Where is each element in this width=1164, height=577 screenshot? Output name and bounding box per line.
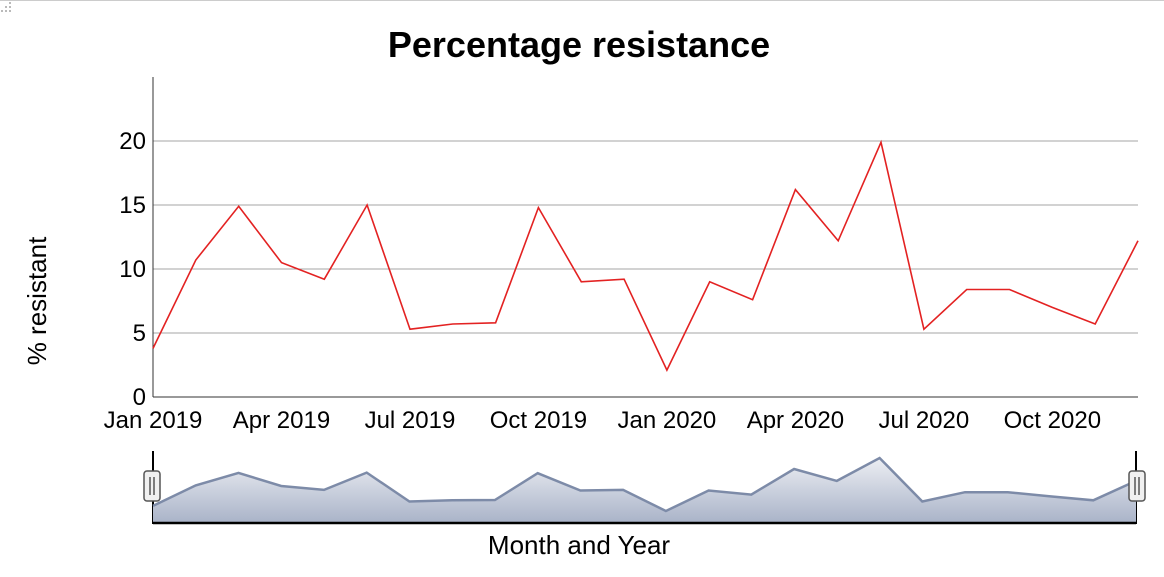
data-point[interactable] <box>832 235 844 247</box>
data-point[interactable] <box>961 283 973 295</box>
y-tick-label: 20 <box>119 128 146 155</box>
series-line <box>152 139 1139 372</box>
navigator-area <box>153 458 1136 523</box>
data-point[interactable] <box>1004 283 1016 295</box>
x-tick-label: Oct 2020 <box>1004 407 1101 434</box>
navigator-line <box>152 456 1137 513</box>
grid-lines <box>153 140 1138 334</box>
data-point[interactable] <box>447 318 459 330</box>
data-point[interactable] <box>747 294 759 306</box>
data-point[interactable] <box>875 136 887 148</box>
data-point[interactable] <box>575 276 587 288</box>
data-point[interactable] <box>490 317 502 329</box>
x-axis-label: Month and Year <box>488 530 670 560</box>
data-point[interactable] <box>918 323 930 335</box>
x-tick-label: Jul 2020 <box>878 407 969 434</box>
data-point[interactable] <box>275 257 287 269</box>
y-tick-label: 10 <box>119 256 146 283</box>
data-point[interactable] <box>233 200 245 212</box>
data-point[interactable] <box>618 273 630 285</box>
data-point[interactable] <box>404 323 416 335</box>
data-point[interactable] <box>1089 318 1101 330</box>
data-point[interactable] <box>190 254 202 266</box>
y-tick-label: 15 <box>119 192 146 219</box>
data-point[interactable] <box>704 276 716 288</box>
y-tick-label: 5 <box>133 320 146 347</box>
x-tick-label: Oct 2019 <box>490 407 587 434</box>
data-point[interactable] <box>1132 235 1144 247</box>
data-point[interactable] <box>1046 301 1058 313</box>
data-point[interactable] <box>789 184 801 196</box>
x-tick-label: Jul 2019 <box>365 407 456 434</box>
y-tick-label: 0 <box>133 384 146 411</box>
range-navigator[interactable] <box>143 451 1146 525</box>
data-point[interactable] <box>532 202 544 214</box>
y-tick-labels: 0 5 10 15 20 <box>119 128 146 411</box>
x-tick-labels: Jan 2019 Apr 2019 Jul 2019 Oct 2019 Jan 2020… <box>104 407 1101 434</box>
data-point[interactable] <box>147 342 159 354</box>
x-tick-label: Apr 2019 <box>233 407 330 434</box>
resize-grip-icon[interactable] <box>0 1 12 13</box>
data-point[interactable] <box>318 273 330 285</box>
navigator-right-handle[interactable] <box>1128 470 1146 502</box>
data-point[interactable] <box>661 364 673 376</box>
data-point[interactable] <box>361 199 373 211</box>
x-tick-label: Jan 2019 <box>104 407 203 434</box>
series-group <box>147 136 1144 376</box>
y-axis-label: % resistant <box>22 236 52 365</box>
x-tick-label: Apr 2020 <box>747 407 844 434</box>
navigator-left-handle[interactable] <box>143 470 161 502</box>
x-tick-label: Jan 2020 <box>618 407 717 434</box>
chart-title: Percentage resistance <box>388 24 770 65</box>
